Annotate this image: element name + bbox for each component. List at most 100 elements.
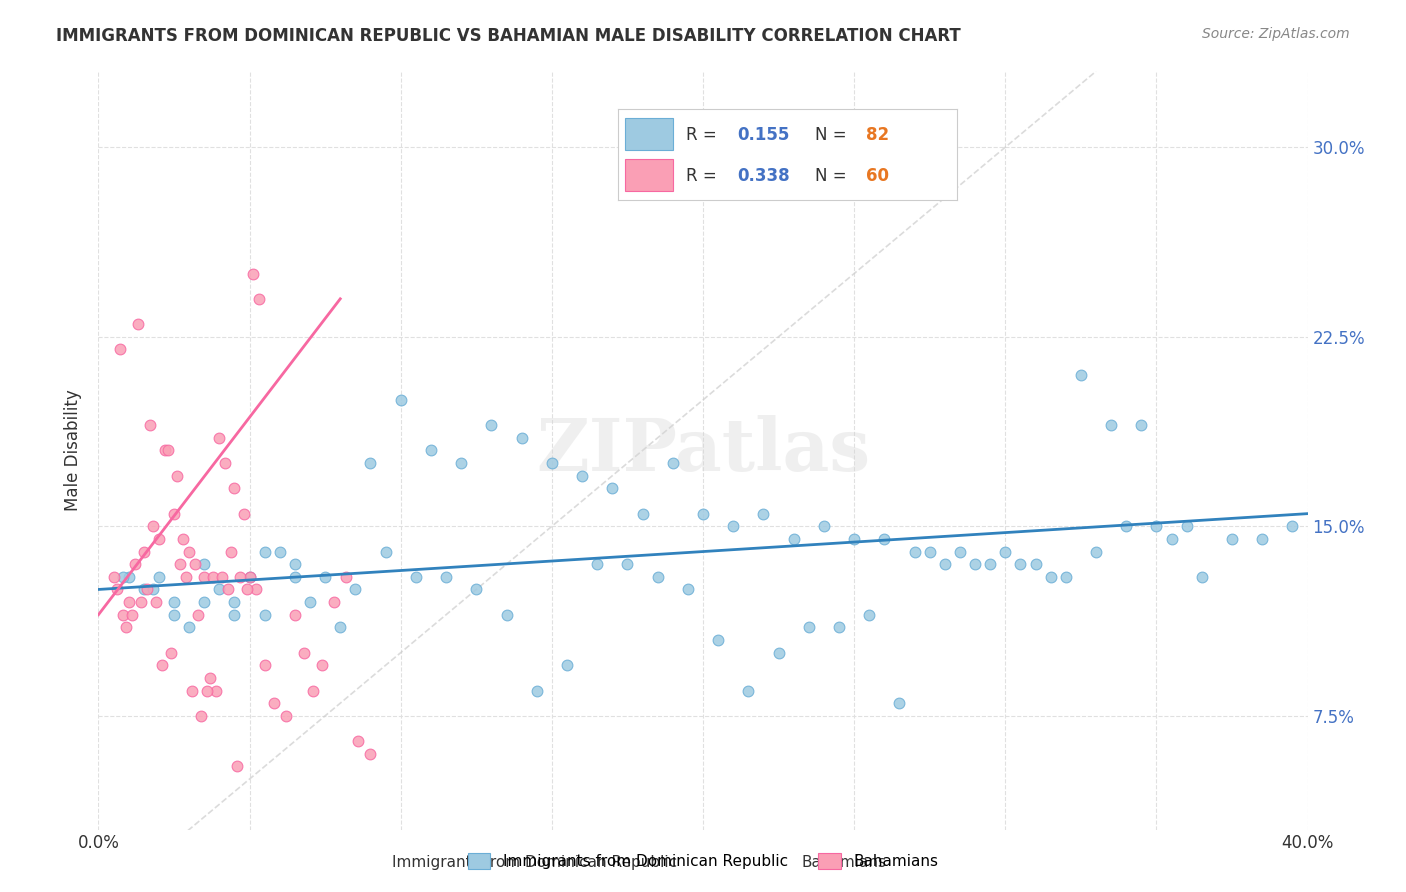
Point <box>181 683 204 698</box>
Point <box>360 747 382 761</box>
Point <box>163 507 186 521</box>
Point <box>828 620 851 634</box>
Point <box>174 570 197 584</box>
Y-axis label: Male Disability: Male Disability <box>65 390 83 511</box>
Point <box>631 507 654 521</box>
Point <box>253 658 276 673</box>
Point <box>299 595 322 609</box>
Point <box>481 418 503 433</box>
Point <box>239 570 262 584</box>
Point <box>150 658 173 673</box>
Point <box>187 607 209 622</box>
Point <box>193 595 215 609</box>
Point <box>202 570 225 584</box>
Point <box>616 557 638 572</box>
Point <box>148 570 170 584</box>
Point <box>232 507 254 521</box>
Point <box>208 582 231 597</box>
Point <box>118 570 141 584</box>
Point <box>139 418 162 433</box>
Point <box>253 607 276 622</box>
Point <box>132 582 155 597</box>
Point <box>211 570 233 584</box>
Point <box>1039 570 1062 584</box>
Point <box>335 570 357 584</box>
Point <box>111 607 134 622</box>
Point <box>229 570 252 584</box>
Point <box>858 607 880 622</box>
Point <box>676 582 699 597</box>
Point <box>179 620 201 634</box>
Point <box>253 544 276 558</box>
Point <box>184 557 207 572</box>
Point <box>949 544 972 558</box>
Point <box>1024 557 1046 572</box>
Point <box>1054 570 1077 584</box>
Point <box>200 671 222 685</box>
Point <box>111 570 134 584</box>
Point <box>179 544 201 558</box>
Point <box>873 532 896 546</box>
Point <box>555 658 578 673</box>
Point <box>153 443 176 458</box>
Point <box>323 595 346 609</box>
Point <box>124 557 146 572</box>
Point <box>302 683 325 698</box>
Point <box>193 557 215 572</box>
Point <box>783 532 806 546</box>
Point <box>208 431 231 445</box>
Point <box>121 607 143 622</box>
Point <box>813 519 835 533</box>
Point <box>465 582 488 597</box>
Point <box>329 620 352 634</box>
Point <box>127 317 149 331</box>
Point <box>135 582 157 597</box>
Point <box>311 658 333 673</box>
Point <box>540 456 562 470</box>
Point <box>979 557 1001 572</box>
Point <box>190 708 212 723</box>
Point <box>434 570 457 584</box>
Point <box>965 557 987 572</box>
Point <box>114 620 136 634</box>
Text: Bahamians: Bahamians <box>801 855 886 870</box>
Point <box>148 532 170 546</box>
Point <box>723 519 745 533</box>
Point <box>247 292 270 306</box>
Point <box>172 532 194 546</box>
Point <box>344 582 367 597</box>
Point <box>707 633 730 648</box>
Point <box>1144 519 1167 533</box>
Point <box>737 683 759 698</box>
Point <box>1010 557 1032 572</box>
Point <box>661 456 683 470</box>
Point <box>132 544 155 558</box>
Point <box>586 557 609 572</box>
Point <box>405 570 427 584</box>
Point <box>142 582 165 597</box>
Point <box>274 708 297 723</box>
Point <box>284 557 307 572</box>
Point <box>235 582 257 597</box>
Legend: Immigrants from Dominican Republic, Bahamians: Immigrants from Dominican Republic, Baha… <box>461 847 945 875</box>
Point <box>224 482 246 496</box>
Point <box>193 570 215 584</box>
Text: IMMIGRANTS FROM DOMINICAN REPUBLIC VS BAHAMIAN MALE DISABILITY CORRELATION CHART: IMMIGRANTS FROM DOMINICAN REPUBLIC VS BA… <box>56 27 960 45</box>
Point <box>1130 418 1153 433</box>
Point <box>1175 519 1198 533</box>
Point <box>226 759 249 773</box>
Point <box>752 507 775 521</box>
Point <box>269 544 291 558</box>
Point <box>163 607 186 622</box>
Point <box>284 570 307 584</box>
Point <box>1115 519 1137 533</box>
Point <box>904 544 927 558</box>
Point <box>169 557 191 572</box>
Point <box>108 343 131 357</box>
Point <box>768 646 790 660</box>
Point <box>1085 544 1108 558</box>
Point <box>934 557 956 572</box>
Point <box>145 595 167 609</box>
Point <box>1281 519 1303 533</box>
Point <box>889 696 911 710</box>
